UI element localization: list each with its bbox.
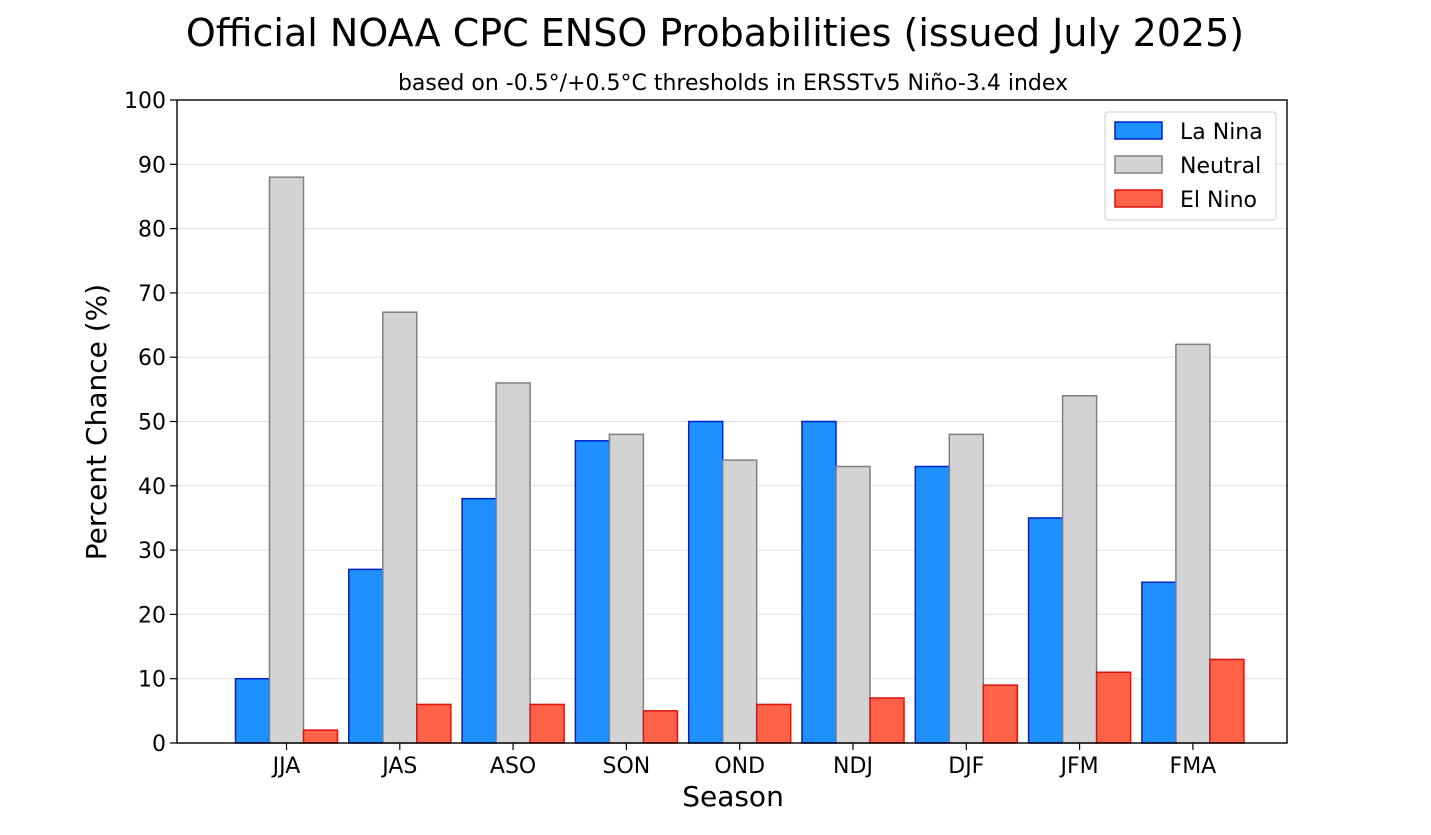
bar-la-nina-aso: [461, 497, 497, 744]
x-tick-label: JJA: [271, 754, 301, 779]
y-axis-ticks: 0 10 20 30 40 50 60 70 80 90 100: [124, 89, 177, 757]
x-tick-label: JFM: [1059, 754, 1099, 779]
bar-la-nina-djf: [914, 465, 951, 744]
bar-la-nina-fma: [1141, 581, 1177, 744]
y-axis-label: Percent Chance (%): [80, 284, 113, 560]
legend-label-el-nino: El Nino: [1180, 188, 1257, 213]
legend-label-la-nina: La Nina: [1180, 120, 1263, 145]
x-tick-label: SON: [603, 754, 651, 779]
x-axis-label: Season: [682, 780, 784, 813]
legend-swatch-la-nina: [1114, 121, 1163, 140]
x-tick-label: DJF: [948, 754, 984, 779]
bar-neutral-jas: [382, 311, 418, 744]
y-tick-label: 0: [152, 732, 166, 757]
bar-neutral-aso: [495, 382, 531, 744]
bar-la-nina-jja: [234, 677, 271, 744]
y-tick-label: 80: [138, 218, 166, 243]
legend-swatch-el-nino: [1114, 189, 1163, 208]
bar-la-nina-ndj: [801, 420, 837, 744]
bar-el-nino-djf: [982, 684, 1019, 744]
legend-swatch-neutral: [1114, 155, 1163, 174]
x-tick-label: ASO: [490, 754, 536, 779]
bar-el-nino-ndj: [869, 697, 905, 744]
x-tick-label: JAS: [380, 754, 417, 779]
bar-el-nino-jja: [302, 729, 339, 744]
y-tick-label: 90: [138, 153, 166, 178]
bars: [234, 176, 1245, 744]
plot-area-frame: [176, 99, 1288, 744]
bar-neutral-djf: [948, 433, 985, 744]
y-tick-label: 40: [138, 475, 166, 500]
bar-neutral-jja: [268, 176, 305, 744]
y-tick-label: 70: [138, 282, 166, 307]
y-tick-label: 60: [138, 346, 166, 371]
bar-neutral-ond: [721, 459, 758, 744]
x-axis-ticks: JJA JAS ASO SON OND NDJ DJF JFM FMA: [271, 743, 1217, 779]
bar-neutral-jfm: [1061, 395, 1098, 744]
bar-el-nino-ond: [755, 703, 792, 744]
bar-el-nino-son: [642, 710, 679, 744]
bar-neutral-fma: [1175, 343, 1211, 744]
chart-subtitle: based on -0.5°/+0.5°C thresholds in ERSS…: [398, 71, 1068, 96]
bar-el-nino-fma: [1209, 658, 1245, 744]
x-tick-label: OND: [714, 754, 765, 779]
x-tick-label: NDJ: [833, 754, 873, 779]
bar-neutral-son: [608, 433, 645, 744]
y-tick-label: 20: [138, 603, 166, 628]
y-tick-label: 100: [124, 89, 166, 114]
legend-label-neutral: Neutral: [1180, 154, 1261, 179]
bar-la-nina-son: [574, 440, 611, 744]
chart-title: Official NOAA CPC ENSO Probabilities (is…: [186, 11, 1244, 55]
bar-la-nina-ond: [687, 420, 724, 744]
y-tick-label: 50: [138, 411, 166, 436]
x-tick-label: FMA: [1170, 754, 1217, 779]
y-tick-label: 10: [138, 668, 166, 693]
bar-neutral-ndj: [835, 465, 871, 744]
bar-la-nina-jas: [348, 568, 384, 744]
bar-el-nino-aso: [529, 703, 565, 744]
legend: La Nina Neutral El Nino: [1104, 111, 1277, 221]
bar-el-nino-jas: [416, 703, 452, 744]
bar-el-nino-jfm: [1095, 671, 1132, 744]
y-tick-label: 30: [138, 539, 166, 564]
bar-la-nina-jfm: [1027, 517, 1064, 744]
